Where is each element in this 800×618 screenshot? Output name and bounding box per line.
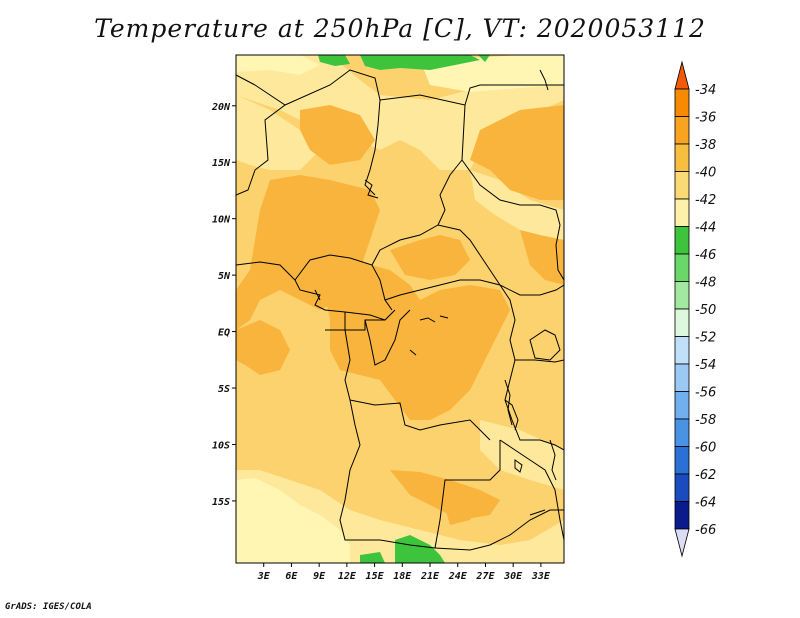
colorbar-swatch [674, 88, 690, 117]
colorbar-swatch [674, 171, 690, 200]
lat-tick-label: 5N [218, 271, 231, 282]
colorbar-label: -40 [695, 166, 716, 181]
colorbar-label: -42 [695, 193, 716, 208]
colorbar-swatch [674, 143, 690, 172]
colorbar-swatch [674, 308, 690, 337]
colorbar-label: -62 [695, 468, 716, 483]
colorbar-swatch [674, 253, 690, 282]
lon-tick-label: 12E [338, 571, 357, 582]
colorbar-label: -52 [695, 331, 716, 346]
lon-tick-label: 24E [448, 571, 468, 582]
colorbar-label: -56 [695, 386, 716, 401]
colorbar-label: -64 [695, 496, 716, 511]
lat-tick-label: 15N [212, 158, 231, 169]
colorbar-swatch [674, 501, 690, 530]
footer-credit: GrADS: IGES/COLA [5, 602, 92, 612]
lon-tick-label: 27E [475, 571, 495, 582]
country-boundaries [236, 69, 564, 551]
longitude-axis: 3E 6E 9E 12E 15E 18E 21E 24E 27E 30E 33E [257, 563, 551, 582]
map-frame [235, 54, 565, 564]
colorbar-swatch [674, 198, 690, 227]
latitude-axis: 20N 15N 10N 5N EQ 5S 10S 15S [211, 102, 236, 508]
colorbar-label: -36 [695, 111, 716, 126]
colorbar-label: -46 [695, 248, 716, 263]
colorbar-swatch [674, 418, 690, 447]
colorbar-swatch [674, 116, 690, 145]
colorbar-label: -58 [695, 413, 716, 428]
colorbar-label: -44 [695, 221, 716, 236]
lon-tick-label: 33E [531, 571, 551, 582]
map-panel [236, 55, 564, 563]
colorbar-label: -34 [695, 83, 716, 98]
lat-tick-label: 15S [212, 497, 230, 508]
lon-tick-label: 18E [393, 571, 412, 582]
colorbar: -34 -36 -38 -40 -42 -44 -46 -48 -50 -52 -54 -56 -58 -… [674, 60, 716, 558]
lat-tick-label: 10S [212, 440, 230, 451]
colorbar-label: -38 [695, 138, 716, 153]
colorbar-swatch [674, 473, 690, 502]
lon-tick-label: 21E [420, 571, 440, 582]
colorbar-swatch [674, 391, 690, 420]
colorbar-label: -50 [695, 303, 716, 318]
lat-tick-label: EQ [218, 328, 230, 339]
colorbar-swatch [674, 446, 690, 475]
lon-tick-label: 30E [503, 571, 523, 582]
map-title: Temperature at 250hPa [C], VT: 202005311… [94, 14, 706, 43]
lon-tick-label: 9E [313, 571, 326, 582]
colorbar-bottom-arrow [674, 528, 690, 558]
colorbar-swatch [674, 363, 690, 392]
colorbar-label: -60 [695, 441, 716, 456]
colorbar-swatch [674, 281, 690, 310]
colorbar-label: -54 [695, 358, 716, 373]
colorbar-label: -66 [695, 523, 716, 538]
field-level-green [318, 55, 490, 563]
lat-tick-label: 10N [212, 215, 231, 226]
colorbar-label: -48 [695, 276, 716, 291]
colorbar-swatch [674, 226, 690, 255]
field-level-38 [236, 105, 564, 525]
colorbar-top-arrow [674, 60, 690, 90]
colorbar-swatch [674, 336, 690, 365]
inland-water [314, 179, 557, 516]
lon-tick-label: 6E [285, 571, 298, 582]
lon-tick-label: 3E [257, 571, 271, 582]
lon-tick-label: 15E [366, 571, 385, 582]
field-level-44 [236, 55, 564, 563]
lat-tick-label: 5S [218, 384, 230, 395]
lat-tick-label: 20N [211, 102, 231, 113]
